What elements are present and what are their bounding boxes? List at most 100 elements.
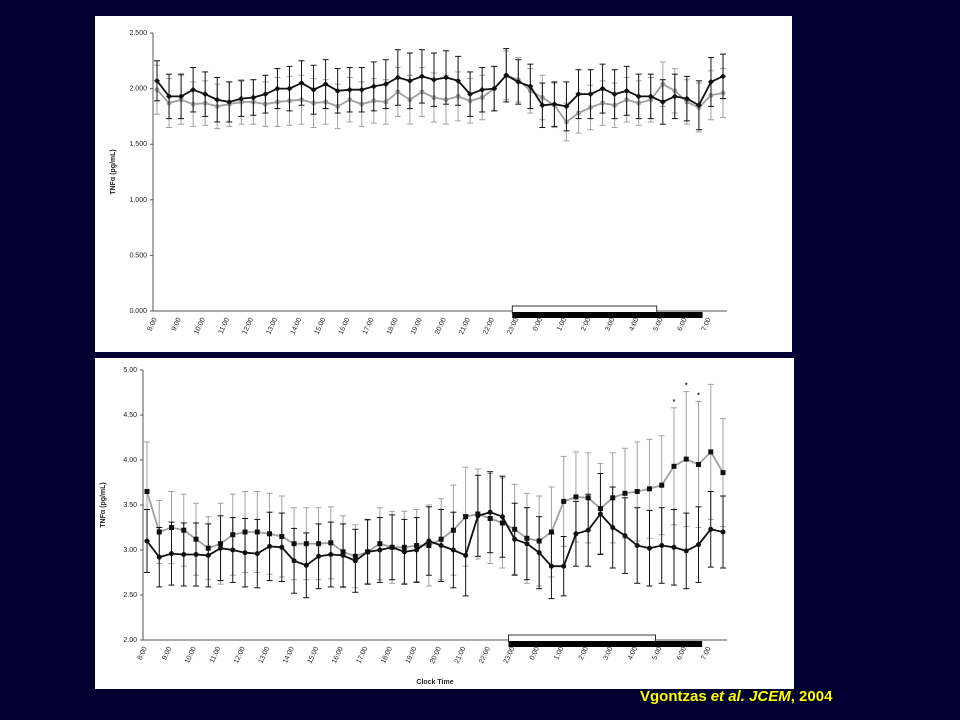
marker	[193, 552, 199, 557]
period-bar	[511, 305, 658, 314]
marker	[683, 548, 689, 554]
marker	[394, 74, 401, 81]
marker	[720, 470, 726, 476]
marker	[181, 552, 187, 557]
marker	[144, 538, 150, 544]
marker	[708, 449, 714, 455]
marker	[382, 81, 389, 88]
y-tick-label: 2.50	[123, 592, 137, 599]
y-tick-label: 2.500	[129, 30, 147, 37]
marker	[671, 463, 677, 469]
marker	[487, 509, 493, 515]
marker	[611, 91, 618, 98]
marker	[205, 552, 211, 558]
marker	[575, 91, 582, 98]
marker	[250, 94, 257, 101]
marker	[389, 544, 395, 550]
marker	[430, 76, 437, 83]
marker	[659, 482, 665, 488]
marker	[548, 563, 554, 569]
marker	[418, 73, 425, 80]
marker	[467, 91, 474, 98]
marker	[659, 543, 665, 548]
marker	[646, 486, 652, 492]
marker	[358, 86, 365, 93]
marker	[346, 86, 353, 93]
y-tick-label: 4.50	[123, 412, 137, 419]
marker	[707, 78, 714, 85]
period-bar	[508, 641, 703, 647]
marker	[340, 552, 346, 558]
panel	[95, 16, 792, 352]
marker	[352, 558, 358, 564]
marker	[647, 93, 654, 100]
marker	[365, 549, 371, 555]
y-tick-label: 1.000	[129, 197, 147, 204]
marker	[622, 533, 628, 539]
marker	[254, 551, 260, 557]
marker	[438, 543, 444, 548]
marker	[169, 551, 175, 557]
marker	[291, 558, 297, 564]
marker	[720, 73, 726, 80]
y-tick-label: 3.50	[123, 502, 137, 509]
annotation: *	[697, 393, 700, 400]
marker	[178, 93, 185, 100]
panel	[95, 358, 794, 689]
marker	[683, 95, 690, 102]
marker	[671, 544, 677, 550]
annotation: *	[685, 383, 688, 390]
author: Vgontzas	[640, 688, 707, 705]
marker	[551, 101, 558, 108]
marker	[610, 525, 616, 530]
marker	[463, 552, 469, 558]
marker	[659, 98, 666, 105]
marker	[524, 541, 530, 547]
marker	[218, 545, 224, 551]
marker	[561, 563, 567, 569]
marker	[720, 529, 726, 535]
marker	[328, 552, 334, 557]
x-axis-label: Clock Time	[416, 679, 453, 686]
marker	[539, 102, 546, 109]
marker	[286, 85, 293, 92]
marker	[536, 550, 542, 556]
marker	[262, 91, 269, 98]
marker	[708, 526, 714, 532]
y-axis-label: TNFα (pg/mL)	[100, 482, 107, 528]
marker	[585, 527, 591, 533]
marker	[303, 562, 309, 568]
marker	[377, 547, 383, 553]
y-tick-label: 0.500	[129, 252, 147, 259]
marker	[279, 544, 285, 550]
marker	[671, 93, 678, 100]
marker	[683, 456, 689, 462]
marker	[443, 74, 450, 81]
y-tick-label: 3.00	[123, 547, 137, 554]
marker	[426, 538, 432, 544]
marker	[548, 529, 554, 535]
period-bar	[508, 634, 656, 643]
marker	[573, 531, 579, 537]
marker	[563, 103, 570, 110]
marker	[634, 543, 640, 548]
marker	[414, 547, 420, 553]
period-bar	[512, 312, 703, 318]
marker	[479, 86, 486, 93]
annotation: *	[673, 399, 676, 406]
marker	[491, 85, 498, 92]
y-tick-label: 4.00	[123, 457, 137, 464]
year: , 2004	[790, 688, 833, 705]
marker	[512, 536, 518, 542]
citation: Vgontzas et al. JCEM, 2004	[640, 688, 832, 705]
marker	[475, 513, 481, 519]
marker	[527, 83, 534, 90]
marker	[370, 83, 377, 90]
y-tick-label: 5.00	[123, 367, 137, 374]
marker	[267, 543, 273, 549]
marker	[401, 549, 407, 555]
y-tick-label: 0.000	[129, 308, 147, 315]
marker	[587, 91, 594, 98]
marker	[503, 72, 510, 79]
